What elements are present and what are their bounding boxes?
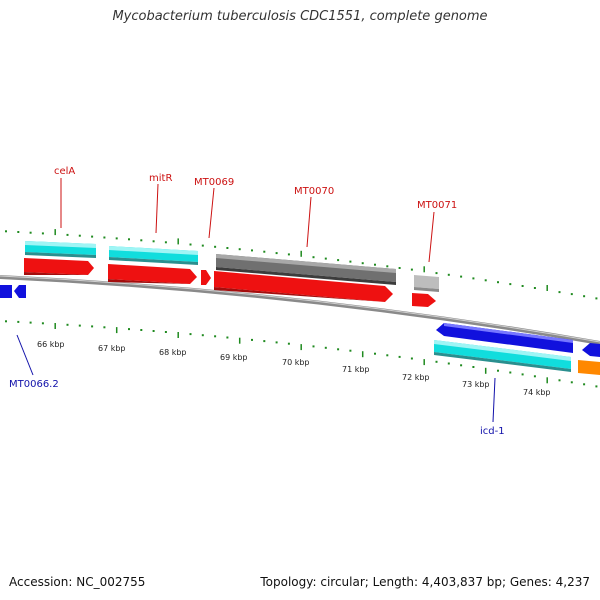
inner-tick-ring: [5, 320, 598, 388]
map-title: Mycobacterium tuberculosis CDC1551, comp…: [112, 9, 488, 24]
gene-lightgray-MT0071[interactable]: [414, 275, 439, 292]
gene-red-celA[interactable]: [24, 258, 94, 275]
genome-backbone-highlight: [0, 275, 600, 343]
gene-cyan-1[interactable]: [25, 241, 96, 258]
scale-label-74kbp: 74 kbp: [523, 388, 551, 397]
accession-text: Accession: NC_002755: [9, 575, 146, 589]
gene-blue-right[interactable]: [582, 343, 600, 357]
gene-label-celA[interactable]: celA: [54, 166, 75, 177]
gene-red-MT0070[interactable]: [214, 271, 393, 302]
genome-backbone: [0, 275, 600, 345]
gene-cyan-reverse[interactable]: [434, 340, 571, 372]
scale-label-70kbp: 70 kbp: [282, 358, 310, 367]
gene-label-MT0066-2[interactable]: MT0066.2: [9, 379, 59, 390]
gene-cyan-2-mitR[interactable]: [109, 246, 198, 265]
scale-label-71kbp: 71 kbp: [342, 365, 370, 374]
gene-blue-MT0066-2[interactable]: [0, 285, 26, 298]
leader-line-mitR: [155, 183, 159, 234]
gene-red-MT0069-small[interactable]: [201, 270, 211, 285]
scale-label-66kbp: 66 kbp: [37, 340, 65, 349]
topology-summary: Topology: circular; Length: 4,403,837 bp…: [260, 575, 590, 589]
leader-line-icd-1: [492, 377, 496, 423]
outer-tick-ring: [5, 229, 598, 300]
leader-line-MT0070: [306, 196, 312, 248]
leader-line-MT0066-2: [16, 334, 34, 376]
scale-label-68kbp: 68 kbp: [159, 348, 187, 357]
gene-gray-MT0070[interactable]: [216, 254, 396, 285]
gene-orange[interactable]: [578, 360, 600, 375]
gene-red-mitR[interactable]: [108, 264, 197, 284]
scale-label-67kbp: 67 kbp: [98, 344, 126, 353]
scale-label-69kbp: 69 kbp: [220, 353, 248, 362]
gene-red-MT0071[interactable]: [412, 293, 436, 307]
scale-label-73kbp: 73 kbp: [462, 380, 490, 389]
gene-label-MT0071[interactable]: MT0071: [417, 200, 457, 211]
gene-label-MT0069[interactable]: MT0069: [194, 177, 234, 188]
leader-line-MT0069: [208, 187, 215, 239]
gene-label-mitR[interactable]: mitR: [149, 173, 172, 184]
leader-line-MT0071: [428, 211, 435, 263]
gene-label-icd-1[interactable]: icd-1: [480, 426, 505, 437]
gene-label-MT0070[interactable]: MT0070: [294, 186, 334, 197]
gene-blue-icd-1[interactable]: [436, 323, 573, 353]
scale-label-72kbp: 72 kbp: [402, 373, 430, 382]
